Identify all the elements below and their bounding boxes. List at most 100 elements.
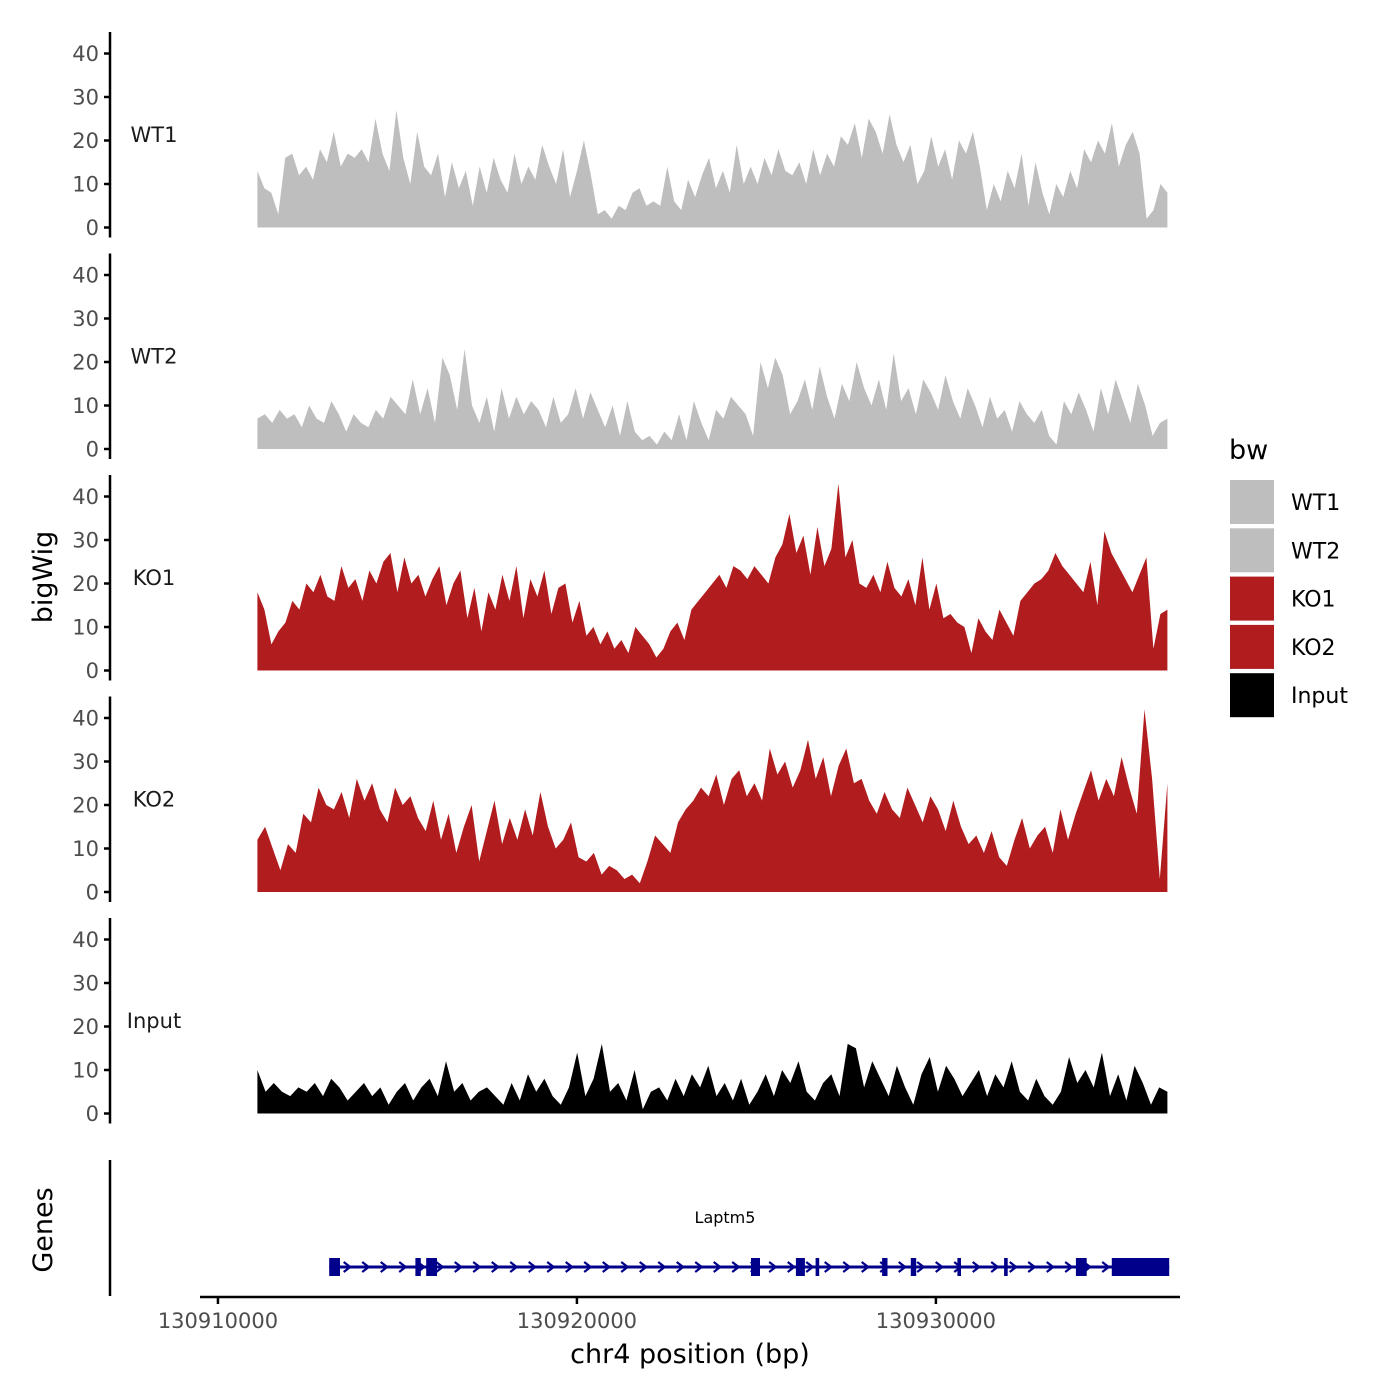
track-wt2: 0 10 20 30 40 WT2 xyxy=(72,253,1168,462)
strand-arrow xyxy=(898,1261,908,1273)
y-tick-label-input-20: 20 xyxy=(72,1015,99,1039)
legend-swatch-ko1 xyxy=(1230,576,1274,621)
strand-arrow xyxy=(398,1261,408,1273)
signal-area-ko2 xyxy=(257,709,1168,892)
x-axis: 130910000 130920000 130930000 xyxy=(158,1295,1180,1333)
y-tick-label-ko1-20: 20 xyxy=(72,572,99,596)
x-tick-label-130910000: 130910000 xyxy=(158,1309,278,1333)
y-tick-label-ko1-30: 30 xyxy=(72,529,99,553)
y-tick-label-wt2-40: 40 xyxy=(72,264,99,288)
strand-arrow xyxy=(713,1261,723,1273)
strand-arrow xyxy=(676,1261,686,1273)
strand-arrow xyxy=(824,1261,834,1273)
genes-axis-title: Genes xyxy=(28,1187,59,1272)
gene-exon-8 xyxy=(910,1258,917,1276)
y-tick-label-wt2-30: 30 xyxy=(72,307,99,331)
strand-arrow xyxy=(990,1261,1000,1273)
y-tick-label-input-0: 0 xyxy=(86,1102,99,1126)
strand-arrow xyxy=(787,1261,797,1273)
y-tick-label-wt1-40: 40 xyxy=(72,42,99,66)
y-tick-label-ko2-0: 0 xyxy=(86,881,99,905)
legend-label-wt2: WT2 xyxy=(1291,539,1340,564)
x-axis-title: chr4 position (bp) xyxy=(570,1339,810,1370)
signal-area-wt2 xyxy=(257,348,1168,449)
gene-exon-10 xyxy=(1004,1258,1008,1276)
strand-arrow xyxy=(972,1261,982,1273)
y-tick-label-wt1-30: 30 xyxy=(72,86,99,110)
strand-arrow xyxy=(694,1261,704,1273)
legend-swatch-wt1 xyxy=(1230,480,1274,524)
gene-exon-12 xyxy=(1111,1258,1170,1276)
track-input: 0 10 20 30 40 Input xyxy=(72,918,1168,1126)
strand-arrow xyxy=(380,1261,390,1273)
legend-label-wt1: WT1 xyxy=(1291,491,1340,516)
strand-arrow xyxy=(1009,1261,1019,1273)
legend: bw WT1 WT2 KO1 KO2 Input xyxy=(1229,435,1348,718)
track-label-input: Input xyxy=(127,1009,181,1033)
y-tick-label-wt2-0: 0 xyxy=(86,438,99,462)
x-tick-label-130920000: 130920000 xyxy=(517,1309,637,1333)
gene-exon-4 xyxy=(751,1258,760,1276)
strand-arrow xyxy=(657,1261,667,1273)
track-label-ko1: KO1 xyxy=(133,566,176,590)
track-label-wt2: WT2 xyxy=(131,345,178,369)
strand-arrow xyxy=(491,1261,501,1273)
strand-arrow xyxy=(768,1261,778,1273)
strand-arrow xyxy=(1101,1261,1111,1273)
strand-arrow xyxy=(731,1261,741,1273)
strand-arrow xyxy=(861,1261,871,1273)
legend-swatch-input xyxy=(1230,673,1274,718)
strand-arrow xyxy=(602,1261,612,1273)
y-tick-label-ko2-30: 30 xyxy=(72,750,99,774)
strand-arrow xyxy=(546,1261,556,1273)
gene-track: Laptm5 xyxy=(108,1160,1170,1296)
strand-arrow xyxy=(935,1261,945,1273)
legend-label-input: Input xyxy=(1291,684,1348,709)
legend-label-ko2: KO2 xyxy=(1291,636,1336,661)
y-tick-label-input-30: 30 xyxy=(72,972,99,996)
gene-exon-5 xyxy=(795,1258,805,1276)
x-tick-label-130930000: 130930000 xyxy=(876,1309,996,1333)
strand-arrow xyxy=(583,1261,593,1273)
strand-arrow xyxy=(916,1261,926,1273)
gene-exon-2 xyxy=(415,1258,421,1276)
gene-exon-1 xyxy=(329,1258,340,1276)
signal-tracks: 0 10 20 30 40 WT1 0 10 20 30 40 WT2 0 10 20 30 40 KO1 0 10 2… xyxy=(72,32,1168,1126)
y-tick-label-ko2-10: 10 xyxy=(72,837,99,861)
strand-arrow xyxy=(343,1261,353,1273)
y-tick-label-wt2-20: 20 xyxy=(72,351,99,375)
legend-swatch-ko2 xyxy=(1230,624,1274,669)
strand-arrow xyxy=(1064,1261,1074,1273)
strand-arrow xyxy=(805,1261,815,1273)
y-tick-label-input-10: 10 xyxy=(72,1059,99,1083)
y-tick-label-input-40: 40 xyxy=(72,928,99,952)
track-wt1: 0 10 20 30 40 WT1 xyxy=(72,32,1168,240)
strand-arrow xyxy=(1046,1261,1056,1273)
track-label-wt1: WT1 xyxy=(131,123,178,147)
gene-exon-3 xyxy=(426,1258,437,1276)
signal-area-wt1 xyxy=(257,110,1168,228)
legend-label-ko1: KO1 xyxy=(1291,588,1336,613)
y-tick-label-wt1-0: 0 xyxy=(86,216,99,240)
strand-arrow xyxy=(509,1261,519,1273)
strand-arrow xyxy=(454,1261,464,1273)
y-tick-label-wt1-10: 10 xyxy=(72,173,99,197)
track-label-ko2: KO2 xyxy=(133,788,176,812)
strand-arrow xyxy=(565,1261,575,1273)
legend-title: bw xyxy=(1229,435,1268,466)
strand-arrow xyxy=(842,1261,852,1273)
y-tick-label-wt2-10: 10 xyxy=(72,394,99,418)
y-tick-label-ko1-0: 0 xyxy=(86,659,99,683)
y-tick-label-ko2-20: 20 xyxy=(72,794,99,818)
strand-arrow xyxy=(528,1261,538,1273)
track-ko1: 0 10 20 30 40 KO1 xyxy=(72,475,1168,683)
gene-exon-11 xyxy=(1075,1258,1087,1276)
y-tick-label-ko1-10: 10 xyxy=(72,616,99,640)
y-tick-label-ko2-40: 40 xyxy=(72,707,99,731)
strand-arrow xyxy=(361,1261,371,1273)
y-axis-title: bigWig xyxy=(28,531,59,624)
gene-exon-6 xyxy=(815,1258,820,1276)
strand-arrow xyxy=(1027,1261,1037,1273)
